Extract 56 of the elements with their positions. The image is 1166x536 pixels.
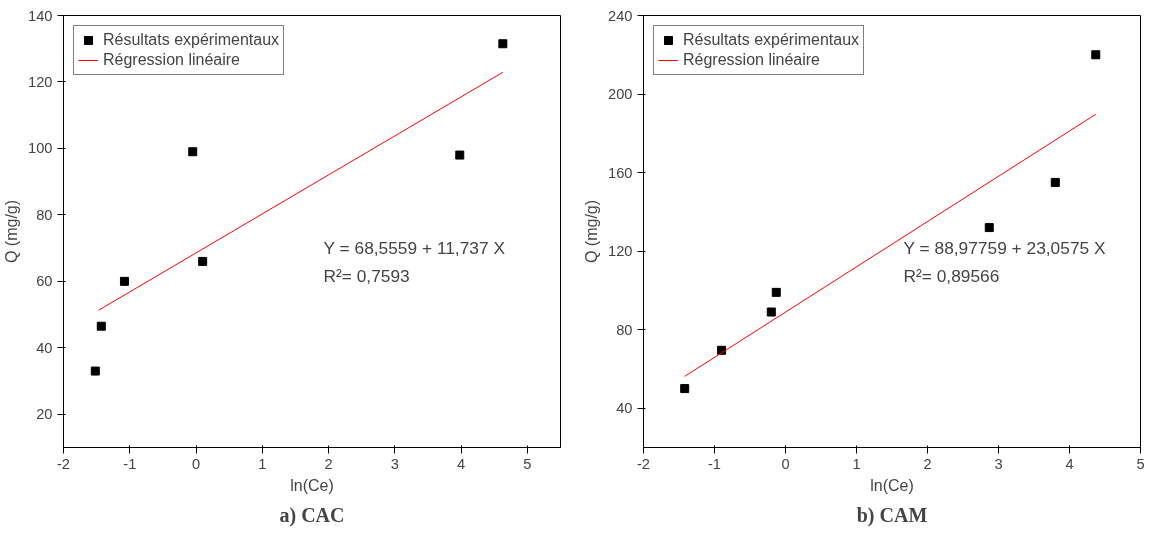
y-tick-label: 120 — [28, 73, 53, 90]
y-tick-label: 100 — [28, 140, 53, 157]
point — [188, 147, 198, 157]
x-tick-label: -1 — [123, 455, 137, 472]
y-tick-label: 140 — [28, 7, 53, 24]
y-tick-label: 80 — [616, 321, 633, 338]
y-tick-label: 120 — [608, 243, 633, 260]
x-axis-title: ln(Ce) — [290, 476, 334, 494]
x-tick-label: 1 — [258, 455, 267, 472]
text: a) CAC — [279, 503, 345, 527]
y-tick-label: 40 — [616, 400, 633, 417]
y-tick-label: 60 — [36, 273, 53, 290]
x-tick-label: 4 — [457, 455, 466, 472]
x-tick-label: 2 — [324, 455, 333, 472]
point — [96, 321, 106, 331]
legend-label: Résultats expérimentaux — [103, 31, 280, 49]
x-tick-label: 3 — [994, 455, 1003, 472]
point — [771, 287, 781, 297]
y-tick-label: 80 — [36, 206, 53, 223]
legend-label: Régression linéaire — [683, 51, 820, 69]
y-axis-title: Q (mg/g) — [3, 199, 21, 264]
legend-label: Résultats expérimentaux — [683, 31, 860, 49]
point — [198, 256, 208, 266]
x-tick-label: 0 — [781, 455, 790, 472]
y-tick-label: 40 — [36, 339, 53, 356]
x-tick-label: 4 — [1065, 455, 1074, 472]
x-tick-label: 1 — [852, 455, 861, 472]
x-tick-label: 3 — [390, 455, 399, 472]
y-axis-title: Q (mg/g) — [583, 199, 601, 264]
y-tick-label: 160 — [608, 164, 633, 181]
y-tick-label: 240 — [608, 7, 633, 24]
point — [680, 384, 690, 394]
annotation: R²= 0,89566 — [903, 265, 1000, 286]
x-tick-label: 5 — [1136, 455, 1145, 472]
point — [1091, 50, 1101, 60]
point — [1050, 177, 1060, 187]
x-tick-label: 2 — [923, 455, 932, 472]
point — [984, 223, 994, 233]
annotation: R²= 0,7593 — [323, 265, 410, 286]
annotation: Y = 68,5559 + 11,737 X — [323, 237, 506, 258]
x-tick-label: -2 — [56, 455, 71, 472]
text: b) CAM — [856, 503, 928, 527]
point — [766, 307, 776, 317]
x-tick-label: 0 — [191, 455, 201, 472]
x-axis-title: ln(Ce) — [870, 476, 914, 494]
y-tick-label: 20 — [36, 406, 53, 423]
point — [90, 366, 100, 376]
point — [498, 39, 508, 49]
x-tick-label: -1 — [707, 455, 722, 472]
point — [455, 150, 465, 160]
x-tick-label: -2 — [636, 455, 651, 472]
legend-label: Régression linéaire — [103, 51, 240, 69]
annotation: Y = 88,97759 + 23,0575 X — [903, 237, 1106, 258]
x-tick-label: 5 — [523, 455, 532, 472]
point — [119, 276, 129, 286]
y-tick-label: 200 — [608, 86, 633, 103]
